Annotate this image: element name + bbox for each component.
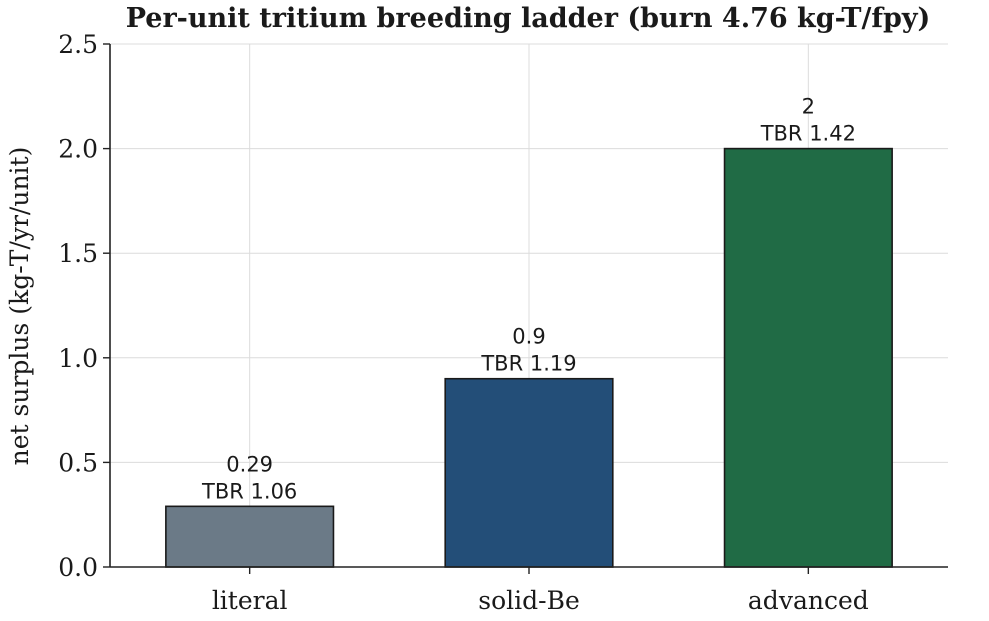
y-tick-label: 2.0	[58, 135, 98, 164]
bar-literal	[165, 505, 335, 568]
bar-advanced	[723, 147, 893, 568]
x-tick-label: literal	[212, 586, 288, 615]
y-axis-label: net surplus (kg-T/yr/unit)	[5, 147, 34, 466]
y-tick-label: 2.5	[58, 30, 98, 59]
x-tick-label: solid-Be	[478, 586, 580, 615]
bar-value-label: 0.9	[512, 325, 545, 349]
y-tick-label: 0.0	[58, 553, 98, 582]
bar-value-label: 2	[802, 95, 815, 119]
bar-solid-Be	[444, 377, 614, 568]
x-tick-label: advanced	[748, 586, 869, 615]
y-tick-label: 1.0	[58, 344, 98, 373]
bar-tbr-label: TBR 1.06	[201, 479, 297, 503]
y-tick-label: 0.5	[58, 448, 98, 477]
bar-tbr-label: TBR 1.42	[760, 122, 856, 146]
bar-value-label: 0.29	[226, 452, 273, 476]
bar-tbr-label: TBR 1.19	[480, 352, 576, 376]
bars	[165, 147, 893, 568]
ticks: 0.0 0.5 1.0 1.5 2.0 2.5 literal solid-Be advance…	[58, 30, 869, 615]
y-tick-label: 1.5	[58, 239, 98, 268]
bar-labels: 0.29 TBR 1.06 0.9 TBR 1.19 2 TBR 1.42	[201, 95, 856, 504]
chart-title: Per-unit tritium breeding ladder (burn 4…	[126, 3, 931, 34]
